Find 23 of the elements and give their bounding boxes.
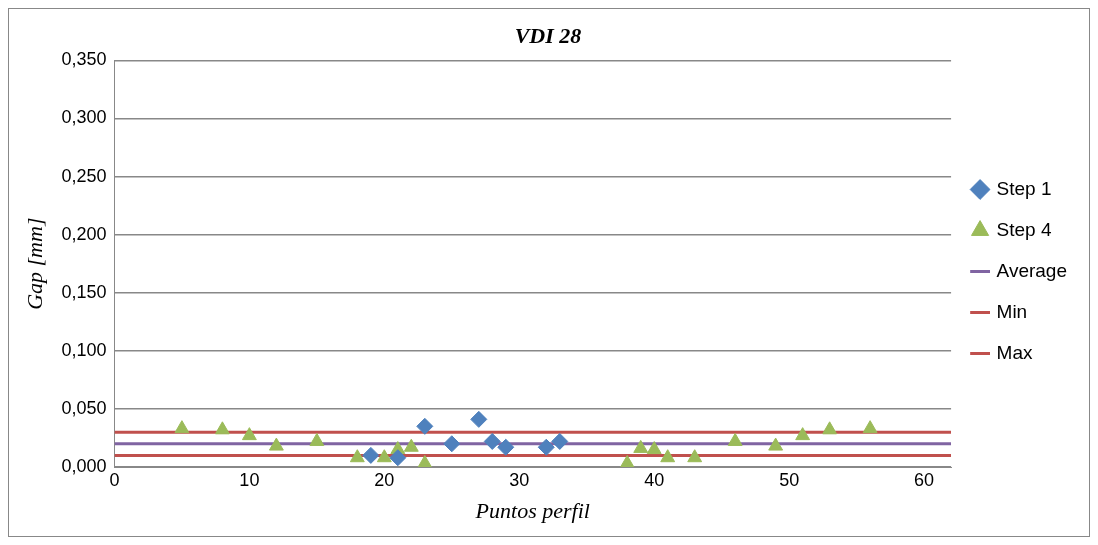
x-tick-label: 10 (239, 469, 260, 490)
y-tick-label: 0,200 (61, 223, 107, 244)
x-tick-label: 60 (914, 469, 935, 490)
legend-label: Step 4 (996, 218, 1052, 240)
chart-title: VDI 28 (514, 22, 582, 48)
y-tick-label: 0,100 (61, 339, 107, 360)
legend-label: Average (996, 259, 1068, 281)
y-tick-label: 0,350 (61, 49, 107, 70)
x-tick-label: 20 (374, 469, 395, 490)
legend-label: Max (996, 341, 1033, 363)
y-axis-title: Gap [mm] (21, 217, 47, 310)
x-tick-label: 0 (109, 469, 120, 490)
y-tick-label: 0,150 (61, 281, 107, 302)
x-tick-label: 50 (779, 469, 800, 490)
y-tick-label: 0,050 (61, 397, 107, 418)
legend-label: Min (996, 300, 1028, 322)
y-tick-label: 0,250 (61, 165, 107, 186)
x-tick-label: 40 (644, 469, 665, 490)
x-axis-title: Puntos perfil (474, 497, 590, 523)
y-tick-label: 0,000 (61, 455, 107, 476)
x-tick-label: 30 (509, 469, 530, 490)
y-tick-label: 0,300 (61, 107, 107, 128)
legend-label: Step 1 (996, 177, 1052, 199)
